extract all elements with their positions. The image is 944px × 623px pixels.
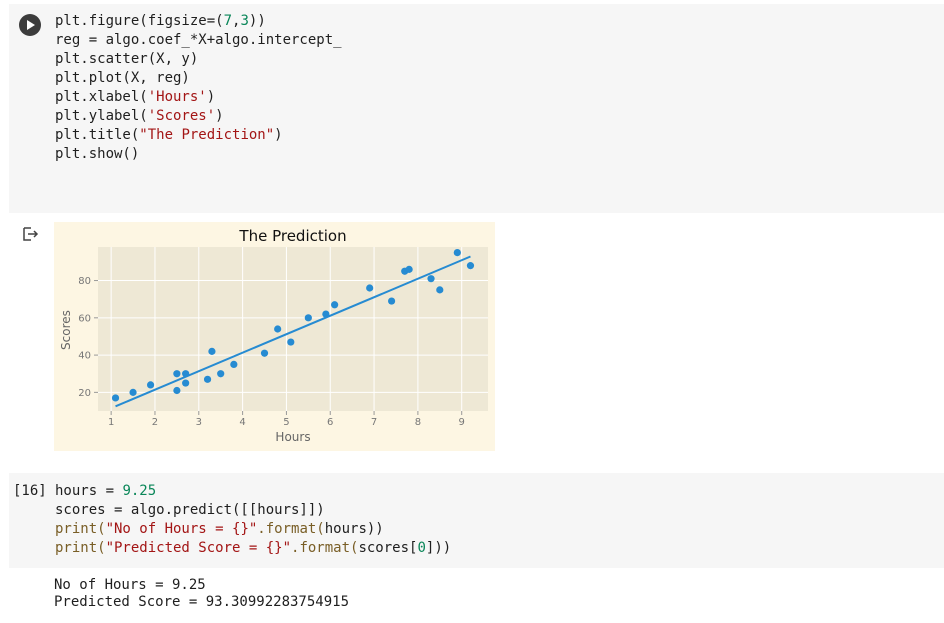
code-token: plt.figure(figsize=( bbox=[55, 13, 224, 29]
scatter-point bbox=[203, 375, 212, 383]
scatter-point bbox=[466, 262, 475, 270]
x-tick-label: 1 bbox=[108, 417, 114, 428]
x-tick-label: 9 bbox=[459, 417, 465, 428]
code-line[interactable]: hours = 9.25 bbox=[55, 482, 451, 501]
scatter-point bbox=[427, 275, 435, 283]
code-line[interactable]: reg = algo.coef_*X+algo.intercept_ bbox=[55, 31, 342, 50]
code-cell-predict[interactable]: [16] hours = 9.25 scores = algo.predict([… bbox=[9, 473, 944, 568]
scatter-point bbox=[274, 325, 282, 333]
code-token: print( bbox=[55, 540, 106, 556]
scatter-point bbox=[173, 386, 181, 395]
x-tick-label: 2 bbox=[152, 417, 158, 428]
code-line[interactable]: plt.title("The Prediction") bbox=[55, 126, 342, 145]
regression-line bbox=[115, 255, 471, 408]
x-tick-label: 6 bbox=[327, 417, 333, 428]
code-token: scores[ bbox=[358, 540, 418, 556]
x-tick-label: 3 bbox=[196, 417, 202, 428]
scatter-point bbox=[331, 301, 339, 309]
code-token: hours)) bbox=[324, 521, 384, 537]
scatter-point bbox=[173, 370, 181, 378]
code-cell-plot[interactable]: plt.figure(figsize=(7,3)) reg = algo.coef… bbox=[9, 4, 944, 213]
chart-title: The Prediction bbox=[238, 227, 346, 245]
code-token: 'Scores' bbox=[147, 108, 216, 124]
code-line[interactable]: scores = algo.predict([[hours]]) bbox=[55, 501, 451, 520]
output-line: No of Hours = 9.25 bbox=[54, 577, 206, 593]
scatter-point bbox=[387, 297, 396, 305]
x-tick-label: 8 bbox=[415, 417, 421, 428]
x-tick-label: 4 bbox=[239, 417, 245, 428]
scatter-point bbox=[260, 349, 269, 357]
y-tick-label: 40 bbox=[78, 351, 91, 362]
code-token: 'Hours' bbox=[147, 89, 207, 105]
code-token: 9.25 bbox=[122, 483, 157, 499]
code-token: plt.plot(X, reg) bbox=[55, 70, 190, 86]
code-token: )) bbox=[248, 13, 266, 29]
code-line[interactable]: plt.show() bbox=[55, 145, 342, 164]
code-token: .format( bbox=[257, 521, 325, 537]
code-token: ) bbox=[274, 127, 283, 143]
code-line[interactable]: plt.scatter(X, y) bbox=[55, 50, 342, 69]
scatter-point bbox=[217, 370, 225, 378]
x-axis-label: Hours bbox=[275, 430, 310, 444]
code-token: plt.xlabel( bbox=[55, 89, 148, 105]
code-line[interactable]: plt.figure(figsize=(7,3)) bbox=[55, 12, 342, 31]
code-token: , bbox=[232, 13, 241, 29]
axes-background bbox=[98, 247, 488, 411]
code-line[interactable]: plt.ylabel('Scores') bbox=[55, 107, 342, 126]
x-tick-label: 7 bbox=[371, 417, 377, 428]
code-token: plt.scatter(X, y) bbox=[55, 51, 199, 67]
code-token: 3 bbox=[240, 13, 249, 29]
code-line[interactable]: print("No of Hours = {}".format(hours)) bbox=[55, 520, 451, 539]
scatter-point bbox=[287, 338, 295, 346]
code-token: hours = bbox=[55, 483, 123, 499]
code-token: "The Prediction" bbox=[139, 127, 275, 143]
code-token: print( bbox=[55, 521, 106, 537]
scatter-point bbox=[208, 347, 216, 355]
y-axis-label: Scores bbox=[59, 310, 73, 350]
code-token: plt.title( bbox=[55, 127, 140, 143]
code-token: ) bbox=[215, 108, 224, 124]
prediction-chart: 1 2 3 4 5 6 7 8 9 20 40 60 80 The Prediction Hours S… bbox=[54, 222, 495, 451]
code-token: "Predicted Score = {}" bbox=[105, 540, 292, 556]
scatter-point bbox=[111, 394, 120, 402]
output-line: Predicted Score = 93.30992283754915 bbox=[54, 594, 350, 610]
code-token: "No of Hours = {}" bbox=[105, 521, 258, 537]
code-token: scores = algo.predict([[hours]]) bbox=[55, 502, 325, 518]
code-token: 7 bbox=[223, 13, 233, 29]
code-token: .format( bbox=[291, 540, 359, 556]
scatter-point bbox=[182, 379, 190, 387]
y-tick-label: 80 bbox=[78, 276, 91, 287]
code-token: ])) bbox=[425, 540, 452, 556]
code-editor[interactable]: plt.figure(figsize=(7,3)) reg = algo.coef… bbox=[55, 12, 342, 164]
scatter-point bbox=[453, 248, 461, 257]
scatter-point bbox=[230, 360, 238, 369]
x-tick-label: 5 bbox=[283, 417, 289, 428]
code-token: ) bbox=[206, 89, 216, 105]
y-tick-label: 60 bbox=[78, 313, 91, 324]
code-line[interactable]: plt.xlabel('Hours') bbox=[55, 88, 342, 107]
cell-text-output: No of Hours = 9.25 Predicted Score = 93.3… bbox=[54, 577, 349, 611]
execution-count: [16] bbox=[13, 483, 47, 499]
scatter-point bbox=[304, 314, 312, 322]
code-token: reg = algo.coef_*X+algo.intercept_ bbox=[55, 32, 342, 48]
y-tick-label: 20 bbox=[78, 388, 91, 399]
code-editor[interactable]: hours = 9.25 scores = algo.predict([[hour… bbox=[55, 482, 451, 558]
scatter-point bbox=[366, 284, 374, 292]
plot-output: 1 2 3 4 5 6 7 8 9 20 40 60 80 The Prediction Hours S… bbox=[54, 222, 495, 451]
scatter-point bbox=[146, 381, 155, 389]
scatter-point bbox=[129, 388, 137, 396]
scatter-point bbox=[436, 286, 444, 294]
code-token: 0 bbox=[417, 540, 426, 556]
code-token: plt.show() bbox=[55, 146, 140, 162]
output-redirect-icon bbox=[23, 227, 39, 241]
code-token: plt.ylabel( bbox=[55, 108, 148, 124]
run-cell-button[interactable] bbox=[19, 14, 41, 36]
code-line[interactable]: plt.plot(X, reg) bbox=[55, 69, 342, 88]
scatter-point bbox=[405, 265, 413, 273]
code-line[interactable]: print("Predicted Score = {}".format(scor… bbox=[55, 539, 451, 558]
